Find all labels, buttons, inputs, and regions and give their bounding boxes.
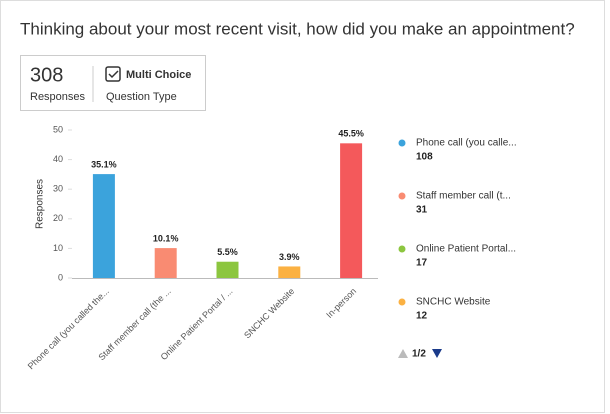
value-label: 5.5% [217, 247, 238, 257]
responses-label: Responses [30, 91, 86, 103]
y-axis-label: Responses [35, 179, 46, 229]
y-tick-label: 0 [58, 272, 63, 282]
page-next[interactable] [432, 349, 442, 358]
question-type-label: Question Type [106, 91, 177, 103]
question-type: Multi Choice [126, 69, 191, 81]
legend-dot [398, 139, 406, 147]
legend-count: 31 [416, 205, 428, 216]
legend-count: 12 [416, 311, 428, 322]
bar [92, 174, 115, 278]
legend-count: 17 [416, 258, 428, 269]
check [108, 70, 119, 79]
responses-count: 308 [30, 64, 63, 86]
legend-count: 108 [416, 152, 433, 163]
bar [340, 143, 363, 278]
legend-page: 1/2 [412, 349, 426, 360]
title: Thinking about your most recent visit, h… [20, 19, 575, 38]
page-prev [398, 349, 408, 358]
legend-name: Online Patient Portal... [416, 244, 516, 255]
bar [216, 261, 239, 278]
legend-name: Staff member call (t... [416, 191, 511, 202]
legend-name: Phone call (you calle... [416, 138, 517, 149]
summary-box [20, 55, 206, 111]
bar [278, 266, 301, 278]
legend-dot [398, 298, 406, 306]
y-tick-label: 20 [53, 213, 63, 223]
value-label: 35.1% [91, 159, 117, 169]
checkbox-icon [105, 66, 121, 82]
y-tick-label: 30 [53, 184, 63, 194]
y-tick-label: 10 [53, 243, 63, 253]
value-label: 45.5% [338, 129, 364, 139]
value-label: 10.1% [153, 233, 179, 243]
legend-dot [398, 245, 406, 253]
legend-name: SNCHC Website [416, 297, 491, 308]
y-tick-label: 40 [53, 154, 63, 164]
value-label: 3.9% [279, 252, 300, 262]
legend-dot [398, 192, 406, 200]
y-tick-label: 50 [53, 124, 63, 134]
bar [154, 248, 177, 278]
